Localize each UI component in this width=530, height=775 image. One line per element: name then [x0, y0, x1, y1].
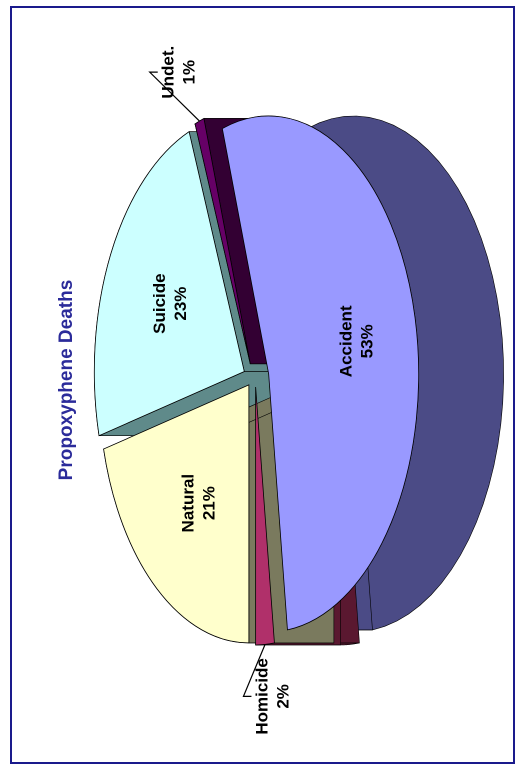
slice-value-homicide: 2% — [273, 684, 292, 709]
slice-value-natural: 21% — [200, 486, 219, 520]
slice-value-accident: 53% — [358, 324, 377, 358]
leader-line-homicide — [242, 644, 266, 697]
slice-label-undet: Undet. — [159, 46, 178, 99]
slice-label-homicide: Homicide — [252, 658, 271, 735]
slice-label-natural: Natural — [179, 474, 198, 533]
slice-label-accident: Accident — [337, 305, 356, 377]
slice-value-undet: 1% — [180, 60, 199, 85]
pie-slice-suicide — [93, 131, 245, 437]
chart-title: Propoxyphene Deaths — [56, 280, 77, 481]
pie-slice-homicide — [255, 386, 275, 646]
slice-label-suicide: Suicide — [150, 273, 169, 333]
pie-slice-accident — [221, 115, 420, 631]
pie-slice-natural — [103, 384, 250, 644]
slice-value-suicide: 23% — [171, 287, 190, 321]
leader-line-undet — [148, 71, 200, 122]
